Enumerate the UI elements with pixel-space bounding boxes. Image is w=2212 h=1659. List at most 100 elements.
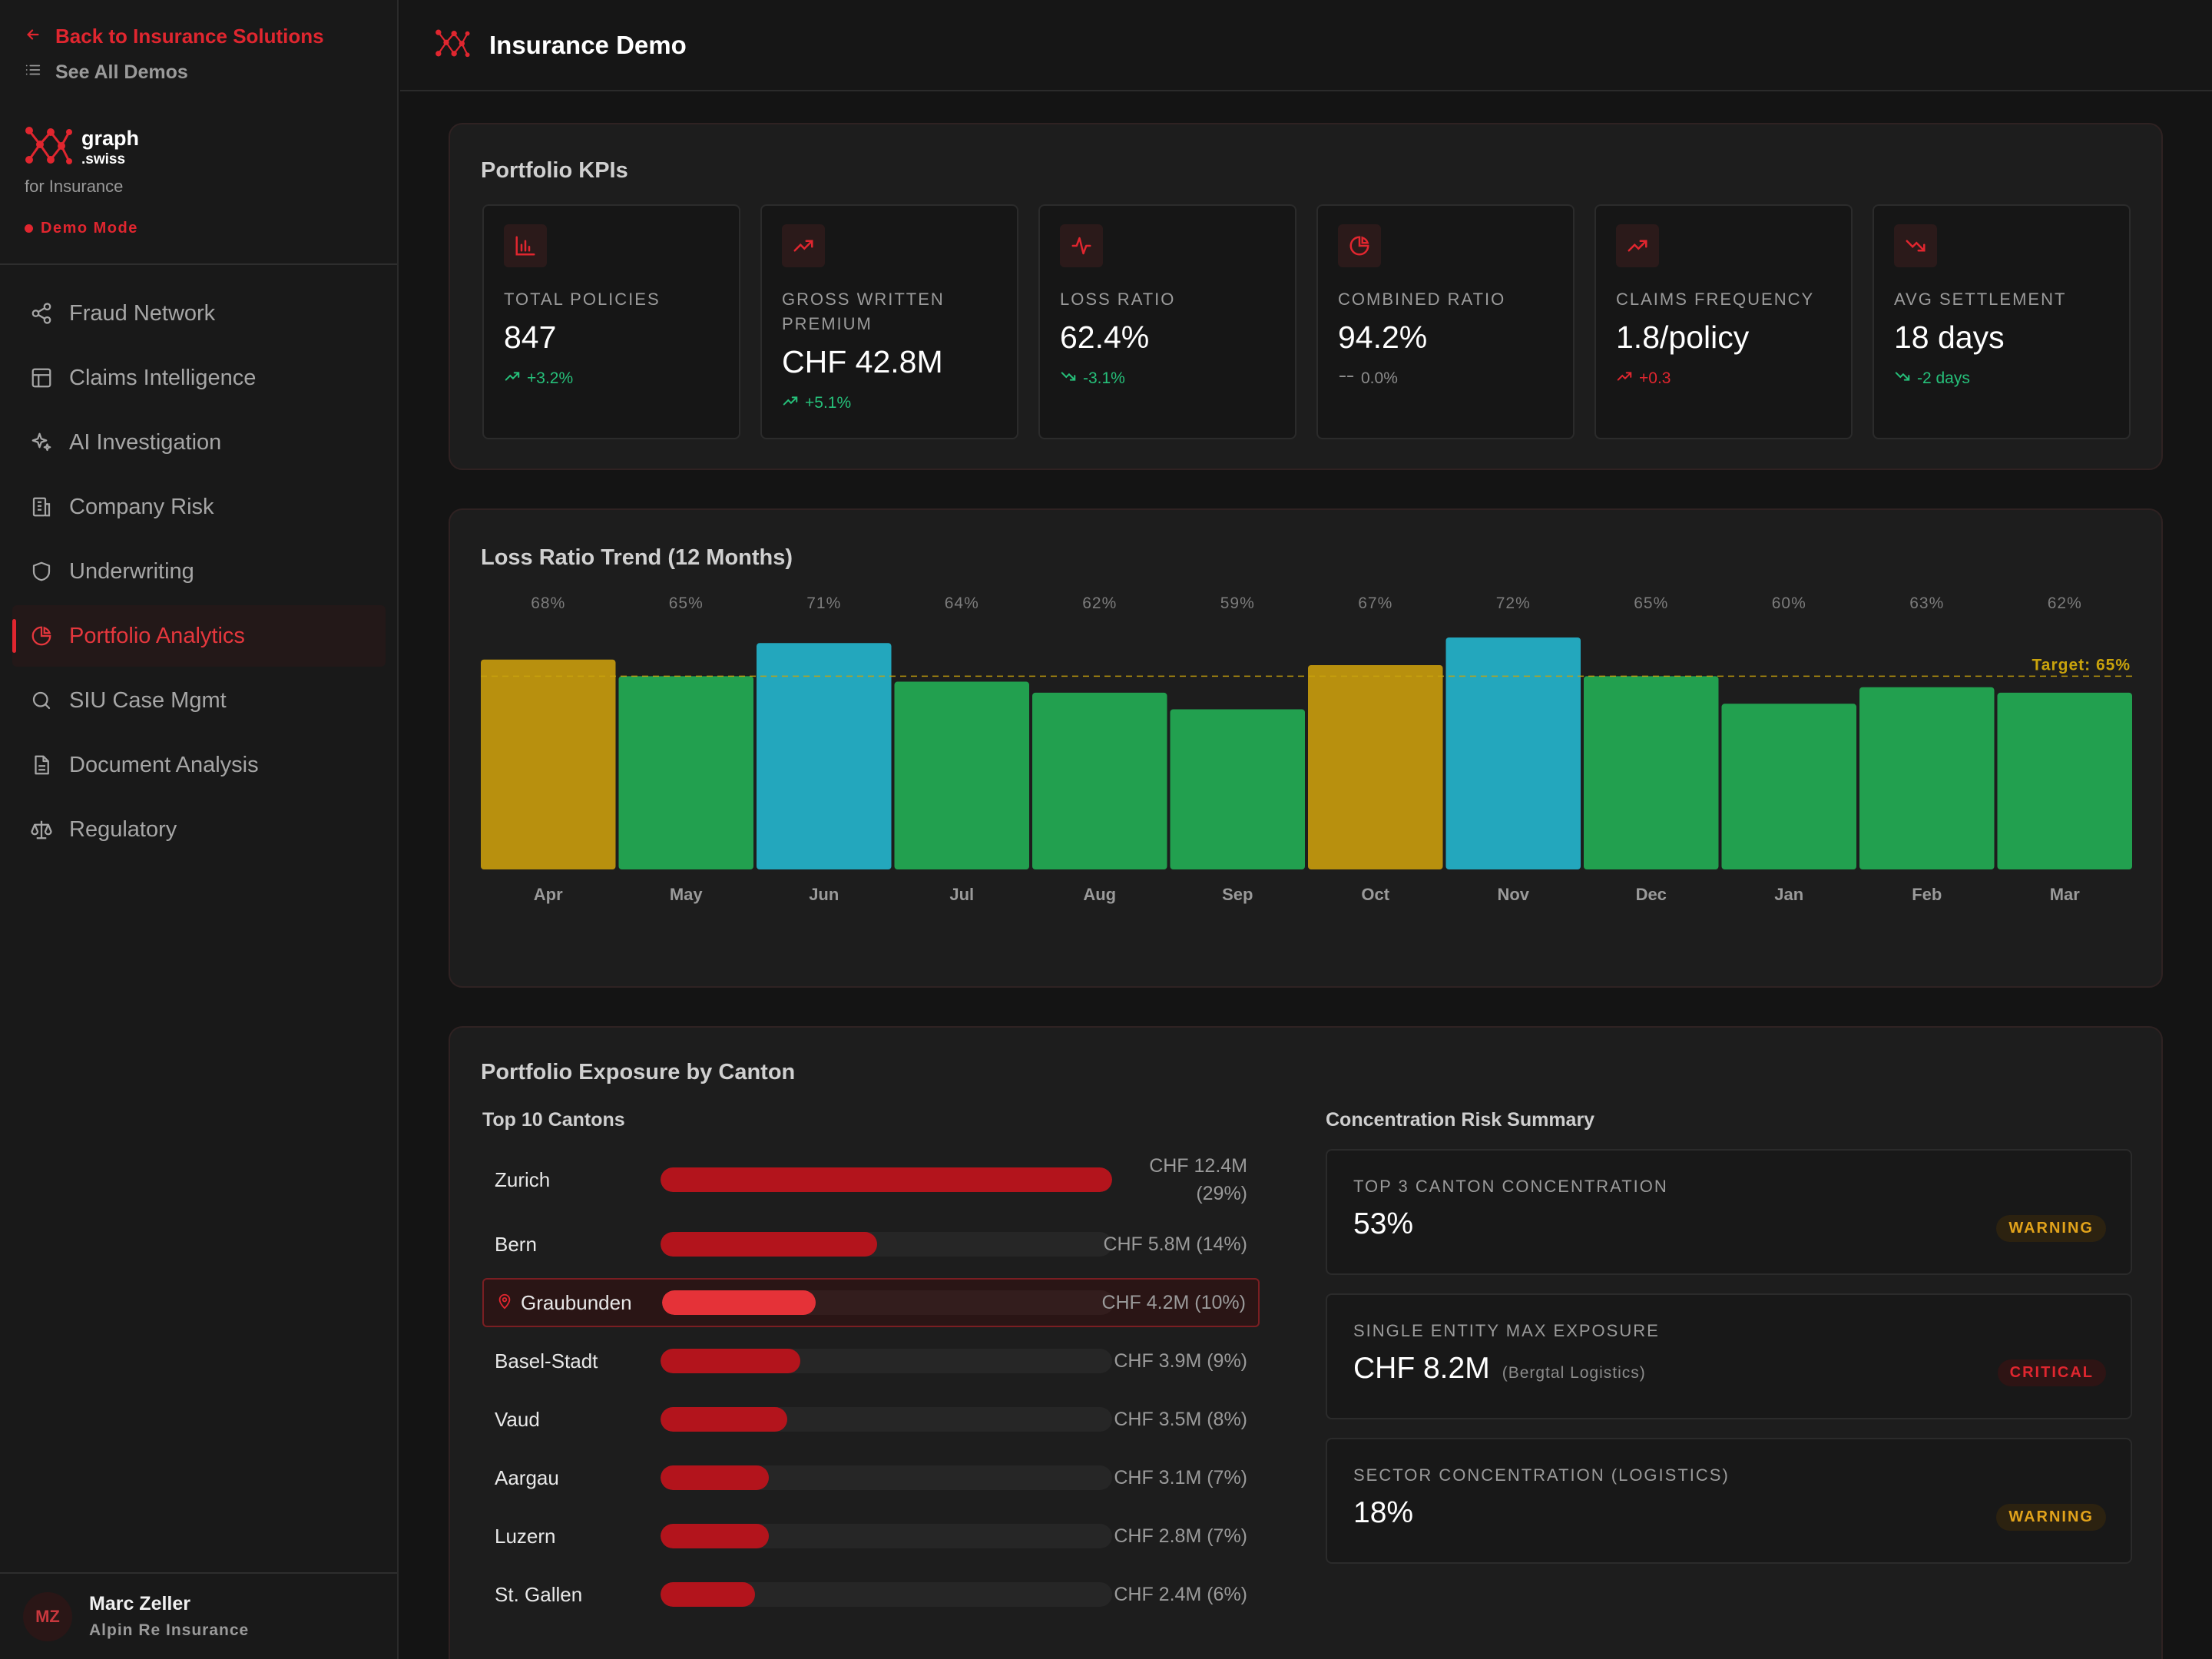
x-tick-label: Jun	[809, 885, 839, 904]
x-tick-label: Sep	[1222, 885, 1253, 904]
user-org: Alpin Re Insurance	[89, 1621, 250, 1639]
activity-icon	[1060, 224, 1103, 267]
arrow-left-icon	[25, 25, 41, 48]
sidebar-item-regulatory[interactable]: Regulatory	[12, 799, 386, 860]
kpi-combined-ratio[interactable]: Combined Ratio 94.2% 0.0%	[1316, 204, 1575, 439]
kpi-loss-ratio[interactable]: Loss Ratio 62.4% -3.1%	[1038, 204, 1296, 439]
sidebar-item-document-analysis[interactable]: Document Analysis	[12, 734, 386, 796]
map-pin-icon	[496, 1291, 513, 1315]
canton-value: CHF 3.5M (8%)	[1114, 1409, 1247, 1430]
back-to-solutions-link[interactable]: Back to Insurance Solutions	[25, 25, 324, 48]
exposure-title: Portfolio Exposure by Canton	[481, 1060, 796, 1084]
chart-bar	[1997, 692, 2132, 869]
risk-sector-concentration[interactable]: Sector Concentration (Logistics) 18% War…	[1326, 1438, 2132, 1564]
kpi-avg-settlement[interactable]: Avg Settlement 18 days -2 days	[1873, 204, 2131, 439]
canton-name: Luzern	[495, 1524, 556, 1548]
sidebar-item-label: AI Investigation	[69, 429, 222, 455]
kpi-value: 1.8/policy	[1616, 320, 1750, 355]
bar-value-label: 72%	[1496, 594, 1531, 612]
bar-value-label: 65%	[669, 594, 704, 612]
shield-icon	[29, 559, 54, 584]
kpi-value: 847	[504, 320, 557, 355]
canton-bar-fill	[662, 1290, 816, 1315]
bar-chart-icon	[504, 224, 547, 267]
canton-row-vaud[interactable]: Vaud CHF 3.5M (8%)	[482, 1395, 1260, 1444]
see-all-label: See All Demos	[55, 61, 188, 83]
trending-down-icon	[1894, 368, 1911, 389]
sidebar-item-label: Portfolio Analytics	[69, 623, 245, 648]
canton-value: CHF 5.8M (14%)	[1103, 1233, 1247, 1255]
kpi-change: +5.1%	[782, 392, 997, 414]
sidebar-item-fraud-network[interactable]: Fraud Network	[12, 283, 386, 344]
canton-bar	[661, 1465, 1112, 1490]
sidebar-item-portfolio-analytics[interactable]: Portfolio Analytics	[12, 605, 386, 667]
brand-logo[interactable]: graph .swiss	[23, 121, 139, 173]
bar-value-label: 65%	[1634, 594, 1668, 612]
sidebar-item-label: Underwriting	[69, 558, 194, 584]
building-icon	[29, 495, 54, 519]
chart-title: Loss Ratio Trend (12 Months)	[481, 545, 793, 570]
pie-chart-icon	[1338, 224, 1381, 267]
kpi-value: CHF 42.8M	[782, 344, 943, 379]
sidebar-divider	[0, 263, 397, 265]
risk-single-entity-max-exposure[interactable]: Single Entity Max Exposure CHF 8.2M (Ber…	[1326, 1293, 2132, 1419]
kpi-change-value: -3.1%	[1083, 369, 1125, 387]
concentration-risk-list: Top 3 Canton Concentration 53% Warning S…	[1326, 1149, 2132, 1582]
sidebar-item-company-risk[interactable]: Company Risk	[12, 476, 386, 538]
sidebar-item-ai-investigation[interactable]: AI Investigation	[12, 412, 386, 473]
chart-bar	[481, 659, 616, 869]
user-profile[interactable]: MZ Marc Zeller Alpin Re Insurance	[0, 1572, 397, 1659]
risk-value: 18%	[1353, 1496, 1414, 1529]
user-name: Marc Zeller	[89, 1593, 191, 1614]
canton-bar-fill	[661, 1524, 770, 1548]
risk-value: CHF 8.2M	[1353, 1352, 1490, 1385]
kpi-value: 94.2%	[1338, 320, 1428, 355]
canton-row-luzern[interactable]: Luzern CHF 2.8M (7%)	[482, 1512, 1260, 1561]
concentration-risk-title: Concentration Risk Summary	[1326, 1109, 1595, 1131]
canton-row-aargau[interactable]: Aargau CHF 3.1M (7%)	[482, 1453, 1260, 1502]
canton-row-graubunden[interactable]: Graubunden CHF 4.2M (10%)	[482, 1278, 1260, 1327]
canton-bar-fill	[661, 1349, 801, 1373]
kpi-claims-frequency[interactable]: Claims Frequency 1.8/policy +0.3	[1594, 204, 1853, 439]
x-tick-label: Jan	[1774, 885, 1803, 904]
kpi-change: -2 days	[1894, 368, 2109, 389]
sparkles-icon	[29, 430, 54, 455]
loss-ratio-trend-card: Loss Ratio Trend (12 Months) 68% Apr 65% Ma…	[449, 508, 2163, 988]
demo-mode-label: Demo Mode	[41, 220, 138, 237]
avatar: MZ	[23, 1591, 72, 1641]
sidebar-item-underwriting[interactable]: Underwriting	[12, 541, 386, 602]
graph-logo-icon	[23, 121, 74, 173]
canton-row-basel-stadt[interactable]: Basel-Stadt CHF 3.9M (9%)	[482, 1336, 1260, 1386]
sidebar-item-claims-intelligence[interactable]: Claims Intelligence	[12, 347, 386, 409]
sidebar-item-label: Document Analysis	[69, 752, 259, 777]
kpi-total-policies[interactable]: Total Policies 847 +3.2%	[482, 204, 740, 439]
kpi-value: 62.4%	[1060, 320, 1150, 355]
x-tick-label: Aug	[1083, 885, 1116, 904]
document-icon	[29, 753, 54, 777]
top-cantons-title: Top 10 Cantons	[482, 1109, 625, 1131]
brand-tld: .swiss	[81, 151, 126, 167]
kpi-change: +3.2%	[504, 368, 719, 389]
canton-value: CHF 3.9M (9%)	[1114, 1350, 1247, 1372]
canton-row-bern[interactable]: Bern CHF 5.8M (14%)	[482, 1220, 1260, 1269]
kpi-label: Total Policies	[504, 290, 661, 309]
trending-up-icon	[782, 392, 799, 414]
kpi-change-value: +0.3	[1639, 369, 1671, 387]
status-badge: Warning	[1996, 1504, 2106, 1531]
canton-bar	[661, 1582, 1112, 1607]
table-icon	[29, 366, 54, 390]
canton-bar-fill	[661, 1582, 756, 1607]
risk-top3-canton-concentration[interactable]: Top 3 Canton Concentration 53% Warning	[1326, 1149, 2132, 1275]
kpi-change: -3.1%	[1060, 368, 1275, 389]
chart-bar	[1445, 637, 1581, 869]
canton-row-zurich[interactable]: Zurich CHF 12.4M (29%)	[482, 1149, 1260, 1210]
scale-icon	[29, 817, 54, 842]
chart-bar	[757, 643, 892, 869]
kpi-label: Loss Ratio	[1060, 290, 1176, 309]
canton-row-st-gallen[interactable]: St. Gallen CHF 2.4M (6%)	[482, 1570, 1260, 1619]
kpi-gross-written-premium[interactable]: Gross Written Premium CHF 42.8M +5.1%	[760, 204, 1018, 439]
sidebar-item-siu-case-mgmt[interactable]: SIU Case Mgmt	[12, 670, 386, 731]
canton-name: Vaud	[495, 1407, 540, 1431]
canton-value: CHF 2.4M (6%)	[1114, 1584, 1247, 1605]
see-all-demos-link[interactable]: See All Demos	[25, 61, 188, 84]
